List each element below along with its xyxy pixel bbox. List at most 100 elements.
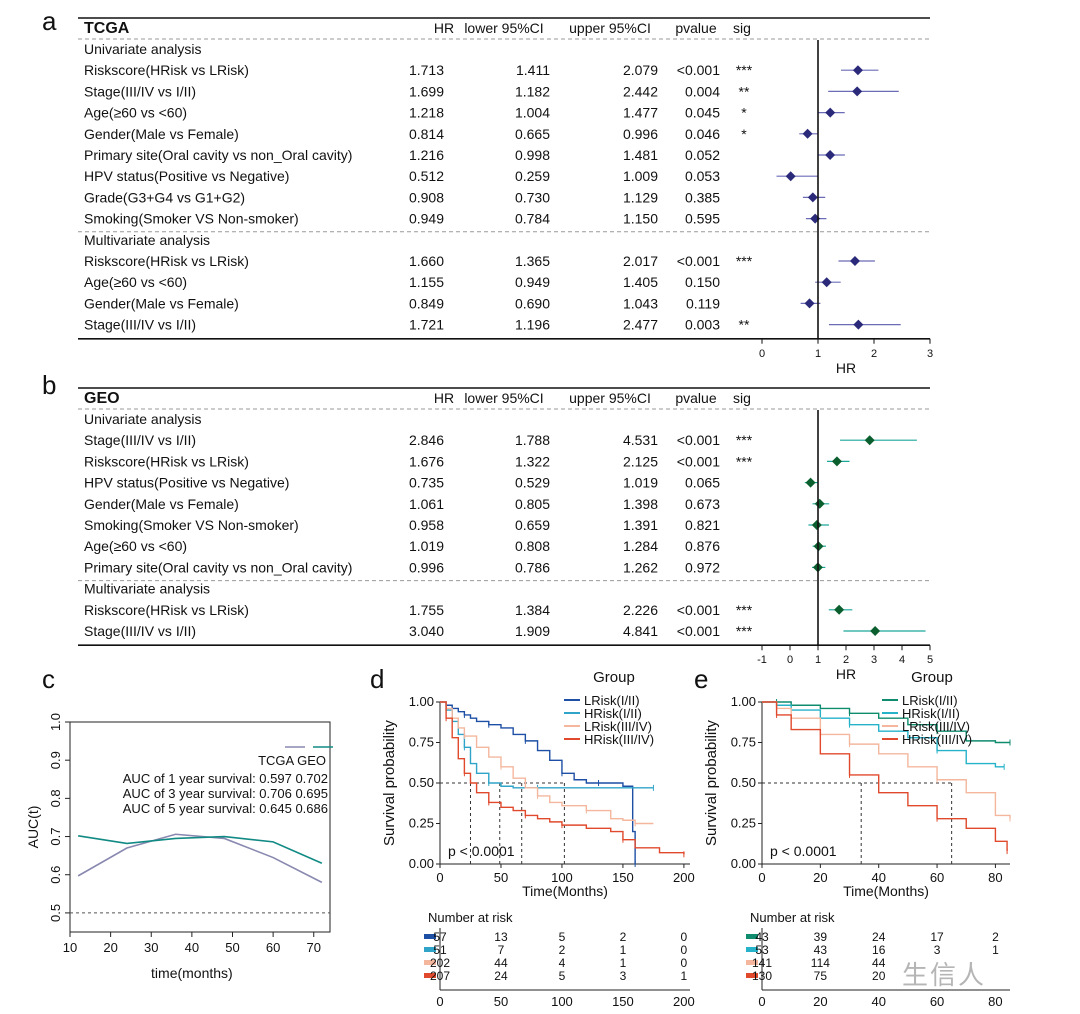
risk-count: 207 [430, 969, 450, 983]
x-tick-label: 0 [759, 348, 765, 360]
hr-diamond [805, 477, 816, 488]
risk-count: 5 [559, 969, 566, 983]
risk-count: 141 [752, 956, 772, 970]
pvalue-value: <0.001 [677, 62, 720, 78]
row-label: HPV status(Positive vs Negative) [84, 168, 289, 184]
x-tick-label: 80 [988, 870, 1002, 885]
y-tick-label: 0.00 [409, 856, 434, 871]
risk-count: 0 [681, 943, 688, 957]
x-axis-label: time(months) [151, 965, 233, 981]
hr-value: 0.849 [409, 295, 444, 311]
hr-diamond [804, 298, 815, 309]
y-tick-label: 0.7 [48, 828, 63, 846]
risk-row-key [424, 934, 436, 939]
x-tick-label: 20 [813, 870, 827, 885]
x-tick-label: 60 [266, 940, 280, 955]
km-curve [762, 701, 1008, 852]
row-label: Age(≥60 vs <60) [84, 274, 187, 290]
row-label: Primary site(Oral cavity vs non_Oral cav… [84, 559, 352, 575]
hr-value: 2.846 [409, 432, 444, 448]
y-tick-label: 1.00 [409, 694, 434, 709]
risk-count: 4 [559, 956, 566, 970]
x-tick-label: 40 [871, 870, 885, 885]
upper-ci-value: 4.531 [623, 432, 658, 448]
y-tick-label: 0.5 [48, 904, 63, 922]
row-label: Riskscore(HRisk vs LRisk) [84, 602, 249, 618]
y-tick-label: 0.50 [731, 775, 756, 790]
x-tick-label: 50 [494, 870, 508, 885]
risk-count: 3 [934, 943, 941, 957]
risk-count: 13 [494, 930, 508, 944]
risk-count: 7 [498, 943, 505, 957]
hr-value: 1.155 [409, 274, 444, 290]
hr-diamond [825, 150, 836, 160]
column-header: sig [733, 20, 751, 36]
risk-row-key [746, 934, 758, 939]
hr-diamond [864, 435, 875, 446]
risk-count: 1 [620, 943, 627, 957]
x-tick-label: 30 [144, 940, 158, 955]
risk-count: 130 [752, 969, 772, 983]
lower-ci-value: 0.784 [515, 211, 550, 227]
dataset-title: TCGA [84, 20, 130, 37]
x-tick-label: 70 [307, 940, 321, 955]
y-tick-label: 0.9 [48, 751, 63, 769]
x-tick-label: 2 [843, 654, 849, 666]
pvalue-value: <0.001 [677, 432, 720, 448]
risk-x-tick-label: 40 [871, 994, 885, 1009]
legend-label: LRisk(I/II) [902, 693, 958, 708]
risk-count: 5 [559, 930, 566, 944]
y-tick-label: 0.50 [409, 775, 434, 790]
y-tick-label: 0.25 [731, 816, 756, 831]
auc-series-line [78, 834, 323, 865]
x-tick-label: 0 [787, 654, 793, 666]
risk-count: 44 [872, 956, 886, 970]
row-label: Riskscore(HRisk vs LRisk) [84, 62, 249, 78]
legend-label: LRisk(I/II) [584, 693, 640, 708]
lower-ci-value: 1.365 [515, 253, 550, 269]
lower-ci-value: 1.322 [515, 453, 550, 469]
risk-row-key [746, 960, 758, 965]
row-label: Gender(Male vs Female) [84, 496, 239, 512]
km-curve [440, 701, 636, 864]
x-tick-label: 50 [225, 940, 239, 955]
pvalue-text: p < 0.0001 [770, 843, 837, 859]
lower-ci-value: 0.730 [515, 189, 550, 205]
row-label: Smoking(Smoker VS Non-smoker) [84, 211, 299, 227]
risk-x-tick-label: 200 [673, 994, 695, 1009]
x-axis-label: HR [836, 666, 856, 682]
pvalue-value: 0.119 [686, 295, 720, 311]
column-header: pvalue [675, 20, 716, 36]
hr-diamond [811, 520, 822, 530]
column-header: upper 95%CI [569, 390, 651, 406]
lower-ci-value: 0.805 [515, 496, 550, 512]
hr-value: 3.040 [409, 623, 444, 639]
row-label: HPV status(Positive vs Negative) [84, 475, 289, 491]
row-label: Primary site(Oral cavity vs non_Oral cav… [84, 147, 352, 163]
lower-ci-value: 1.004 [515, 105, 550, 121]
legend-line: AUC of 3 year survival: 0.706 0.695 [123, 786, 328, 801]
upper-ci-value: 1.150 [623, 211, 658, 227]
risk-count: 75 [814, 969, 828, 983]
legend-label: LRisk(III/IV) [902, 719, 970, 734]
hr-value: 1.218 [409, 105, 444, 121]
hr-value: 0.958 [409, 517, 444, 533]
column-header: lower 95%CI [464, 20, 543, 36]
y-tick-label: 0.25 [409, 816, 434, 831]
hr-value: 1.061 [409, 496, 444, 512]
sig-marker: *** [736, 453, 753, 469]
x-tick-label: 5 [927, 654, 933, 666]
lower-ci-value: 0.808 [515, 538, 550, 554]
legend-title: TCGA GEO [258, 753, 326, 768]
pvalue-value: 0.052 [685, 147, 720, 163]
km-curve [762, 701, 1011, 819]
lower-ci-value: 0.949 [515, 274, 550, 290]
hr-diamond [852, 86, 863, 97]
upper-ci-value: 2.125 [623, 453, 658, 469]
risk-row-key [424, 973, 436, 978]
risk-count: 43 [814, 943, 828, 957]
lower-ci-value: 0.690 [515, 295, 550, 311]
lower-ci-value: 0.529 [515, 475, 550, 491]
hr-diamond [834, 604, 845, 615]
